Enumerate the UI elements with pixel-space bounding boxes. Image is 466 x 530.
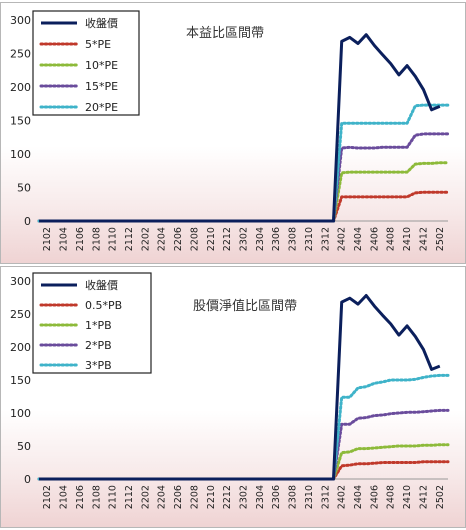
x-tick-label: 2202 (140, 485, 151, 509)
series-line-pb (37, 408, 450, 481)
y-tick-label: 250 (10, 48, 31, 61)
x-tick-label: 2310 (304, 227, 315, 251)
x-tick-label: 2306 (271, 227, 282, 251)
x-tick-label: 2212 (222, 227, 233, 251)
y-tick-label: 300 (10, 275, 31, 288)
y-tick-label: 200 (10, 341, 31, 354)
y-tick-label: 250 (10, 308, 31, 321)
x-tick-label: 2104 (59, 227, 70, 251)
x-tick-label: 2308 (288, 227, 299, 251)
x-tick-label: 2502 (435, 485, 446, 509)
x-tick-label: 2412 (418, 227, 429, 251)
y-tick-label: 150 (10, 115, 31, 128)
x-tick-label: 2112 (124, 227, 135, 251)
series-line-pe (39, 33, 441, 223)
x-tick-label: 2402 (337, 227, 348, 251)
y-tick-label: 100 (10, 148, 31, 161)
x-tick-label: 2412 (418, 485, 429, 509)
x-tick-label: 2202 (140, 227, 151, 251)
series-line-pe (37, 161, 450, 223)
series-line-pe (37, 132, 450, 223)
legend-label: 5*PE (85, 38, 111, 51)
x-tick-label: 2210 (206, 485, 217, 509)
chart-title: 股價淨值比區間帶 (193, 298, 297, 314)
y-tick-label: 0 (24, 215, 31, 228)
x-tick-label: 2310 (304, 485, 315, 509)
y-tick-label: 100 (10, 407, 31, 420)
pb-band-chart-panel: 0 50 100 150 200 250 300 2102 2104 2106 2108 2110 21… (0, 266, 466, 528)
y-tick-label: 150 (10, 374, 31, 387)
legend-label: 20*PE (85, 101, 118, 114)
x-tick-label: 2104 (59, 485, 70, 509)
x-tick-label: 2112 (124, 485, 135, 509)
x-tick-label: 2206 (173, 227, 184, 251)
x-tick-label: 2102 (42, 227, 53, 251)
x-tick-label: 2106 (75, 485, 86, 509)
x-tick-label: 2304 (255, 485, 266, 509)
x-tick-label: 2208 (189, 227, 200, 251)
x-tick-label: 2308 (288, 485, 299, 509)
chart-title: 本益比區間帶 (186, 26, 264, 41)
legend-label: 2*PB (85, 339, 112, 352)
x-tick-label: 2312 (320, 227, 331, 251)
x-tick-label: 2206 (173, 485, 184, 509)
series-line-pb (37, 460, 450, 481)
x-tick-label: 2302 (239, 227, 250, 251)
x-tick-label: 2108 (91, 227, 102, 251)
series-line-pe (37, 103, 450, 223)
legend-label: 0.5*PB (85, 299, 122, 312)
x-tick-label: 2204 (157, 227, 168, 251)
legend-label: 收盤價 (85, 278, 118, 292)
chart-legend: 收盤價 0.5*PB 1*PB 2*PB 3*PB (32, 272, 152, 374)
legend-label: 收盤價 (85, 16, 118, 30)
x-tick-label: 2404 (353, 227, 364, 251)
pe-band-chart-panel: 0 50 100 150 200 250 300 2102 2104 2106 2108 2110 21… (0, 2, 466, 264)
x-tick-label: 2406 (369, 485, 380, 509)
legend-label: 3*PB (85, 359, 112, 372)
x-tick-label: 2210 (206, 227, 217, 251)
legend-label: 1*PB (85, 319, 112, 332)
chart-legend: 收盤價 5*PE 10*PE 15*PE 20*PE (32, 10, 140, 116)
x-tick-label: 2106 (75, 227, 86, 251)
x-tick-label: 2102 (42, 485, 53, 509)
x-tick-label: 2502 (435, 227, 446, 251)
y-tick-label: 300 (10, 14, 31, 27)
x-tick-label: 2410 (402, 485, 413, 509)
x-tick-label: 2406 (369, 227, 380, 251)
x-tick-label: 2110 (108, 485, 119, 509)
pe-band-chart: 0 50 100 150 200 250 300 2102 2104 2106 2108 2110 21… (10, 10, 450, 251)
x-tick-label: 2408 (386, 227, 397, 251)
y-tick-label: 0 (24, 473, 31, 486)
x-tick-label: 2212 (222, 485, 233, 509)
y-tick-label: 50 (17, 182, 31, 195)
x-tick-label: 2402 (337, 485, 348, 509)
x-tick-label: 2108 (91, 485, 102, 509)
x-tick-label: 2404 (353, 485, 364, 509)
legend-label: 10*PE (85, 59, 118, 72)
x-tick-label: 2208 (189, 485, 200, 509)
pb-band-chart: 0 50 100 150 200 250 300 2102 2104 2106 2108 2110 21… (10, 272, 450, 509)
legend-label: 15*PE (85, 80, 118, 93)
x-tick-label: 2410 (402, 227, 413, 251)
x-tick-label: 2408 (386, 485, 397, 509)
series-line-pe (37, 190, 450, 223)
series-line-pb (39, 294, 441, 481)
x-tick-label: 2302 (239, 485, 250, 509)
x-tick-label: 2312 (320, 485, 331, 509)
y-tick-label: 50 (17, 440, 31, 453)
y-tick-label: 200 (10, 81, 31, 94)
x-tick-label: 2110 (108, 227, 119, 251)
x-tick-label: 2306 (271, 485, 282, 509)
x-tick-label: 2204 (157, 485, 168, 509)
x-tick-label: 2304 (255, 227, 266, 251)
